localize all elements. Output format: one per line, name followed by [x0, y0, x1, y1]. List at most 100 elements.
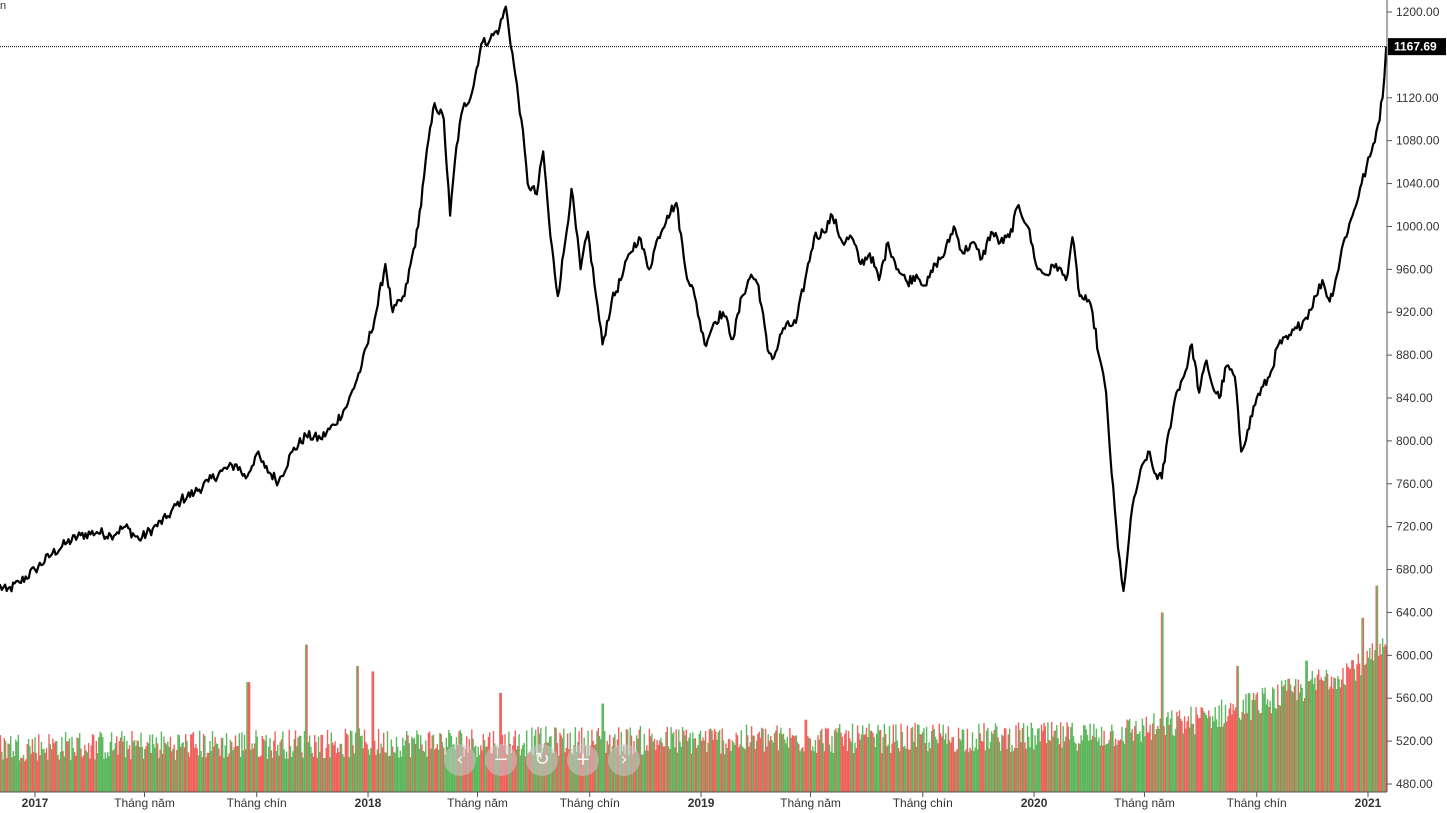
- volume-bar: [1071, 722, 1073, 792]
- volume-bar: [365, 741, 367, 792]
- volume-bar: [1300, 684, 1302, 792]
- volume-bar: [600, 739, 602, 792]
- volume-bar: [310, 746, 312, 792]
- volume-bar: [957, 727, 960, 792]
- volume-bar: [1235, 707, 1237, 792]
- volume-bar: [1229, 703, 1232, 792]
- volume-bar: [560, 735, 562, 792]
- volume-bar: [850, 741, 852, 792]
- volume-bar: [164, 742, 166, 792]
- volume-bar: [1164, 735, 1167, 792]
- volume-bar: [1132, 740, 1135, 792]
- y-tick-label: 600.00: [1396, 648, 1433, 662]
- volume-bar: [939, 733, 942, 792]
- volume-bar: [1321, 680, 1324, 792]
- volume-bar: [653, 738, 656, 792]
- volume-bar: [1209, 716, 1211, 792]
- volume-bar: [551, 753, 553, 792]
- volume-bar: [223, 757, 225, 792]
- volume-bar: [1185, 728, 1187, 792]
- volume-bar: [328, 744, 330, 792]
- volume-bar: [1375, 585, 1377, 792]
- volume-bar: [745, 724, 748, 792]
- volume-bar: [372, 671, 375, 792]
- volume-bar: [283, 749, 285, 792]
- volume-bar: [694, 738, 697, 792]
- volume-bar: [552, 752, 555, 792]
- volume-bar: [905, 748, 907, 792]
- volume-bar: [781, 734, 783, 792]
- scroll-left-button[interactable]: ‹: [444, 744, 476, 776]
- volume-bar: [427, 732, 430, 792]
- volume-bar: [340, 743, 343, 792]
- volume-bar: [241, 732, 243, 792]
- volume-bar: [1129, 718, 1131, 792]
- volume-bar: [1012, 750, 1015, 792]
- volume-bar: [118, 741, 120, 792]
- volume-bar: [1010, 752, 1012, 792]
- volume-bar: [367, 749, 370, 792]
- volume-bar: [126, 740, 128, 792]
- volume-bar: [430, 748, 432, 792]
- x-tick-label: 2018: [355, 796, 382, 810]
- volume-bar: [234, 735, 237, 792]
- volume-bar: [753, 735, 755, 792]
- volume-bar: [1039, 741, 1041, 792]
- volume-bar: [773, 733, 776, 792]
- volume-bar: [561, 738, 564, 792]
- volume-bar: [919, 734, 921, 792]
- volume-bar: [1104, 744, 1107, 792]
- volume-bar: [337, 747, 339, 792]
- volume-bar: [698, 733, 700, 792]
- volume-bar: [374, 740, 376, 792]
- volume-bar: [114, 742, 117, 792]
- volume-bar: [289, 745, 292, 792]
- volume-bar: [192, 731, 195, 792]
- y-axis: 1200.00 1120.00 1080.00 1040.00 1000.00 960.0…: [1387, 5, 1440, 791]
- volume-bar: [515, 749, 518, 792]
- x-tick-label: Tháng chín: [227, 796, 287, 810]
- volume-bar: [1028, 736, 1030, 792]
- y-tick-label: 800.00: [1396, 434, 1433, 448]
- x-axis: 2017 Tháng năm Tháng chín 2018 Tháng năm Thán…: [22, 792, 1382, 810]
- volume-bar: [62, 751, 64, 792]
- volume-bar: [158, 757, 160, 792]
- volume-bars: [0, 585, 1388, 792]
- volume-bar: [137, 740, 140, 792]
- volume-bar: [333, 745, 335, 792]
- volume-bar: [1081, 740, 1084, 792]
- volume-bar: [908, 749, 910, 792]
- volume-bar: [1258, 710, 1260, 792]
- volume-bar: [1231, 714, 1233, 792]
- zoom-in-button[interactable]: +: [567, 744, 599, 776]
- volume-bar: [98, 737, 100, 792]
- volume-bar: [639, 725, 642, 792]
- volume-bar: [1031, 728, 1034, 792]
- volume-bar: [142, 758, 145, 792]
- reset-zoom-button[interactable]: ↻: [526, 744, 558, 776]
- volume-bar: [729, 739, 731, 792]
- volume-bar: [989, 741, 992, 792]
- volume-bar: [320, 735, 322, 792]
- volume-bar: [1293, 685, 1296, 792]
- volume-bar: [270, 750, 272, 792]
- volume-bar: [67, 741, 69, 792]
- volume-bar: [1376, 585, 1379, 792]
- volume-bar: [1072, 736, 1075, 792]
- volume-bar: [278, 755, 280, 792]
- volume-bar: [394, 752, 396, 792]
- volume-bar: [356, 666, 358, 792]
- volume-bar: [805, 719, 808, 792]
- zoom-out-button[interactable]: −: [485, 744, 517, 776]
- volume-bar: [377, 729, 380, 792]
- y-tick-label: 640.00: [1396, 605, 1433, 619]
- volume-bar: [1043, 722, 1045, 792]
- volume-bar: [928, 742, 930, 792]
- volume-bar: [4, 740, 7, 792]
- volume-bar: [252, 748, 255, 792]
- volume-bar: [605, 752, 607, 792]
- volume-bar: [786, 736, 788, 792]
- scroll-right-button[interactable]: ›: [608, 744, 640, 776]
- volume-bar: [420, 735, 422, 792]
